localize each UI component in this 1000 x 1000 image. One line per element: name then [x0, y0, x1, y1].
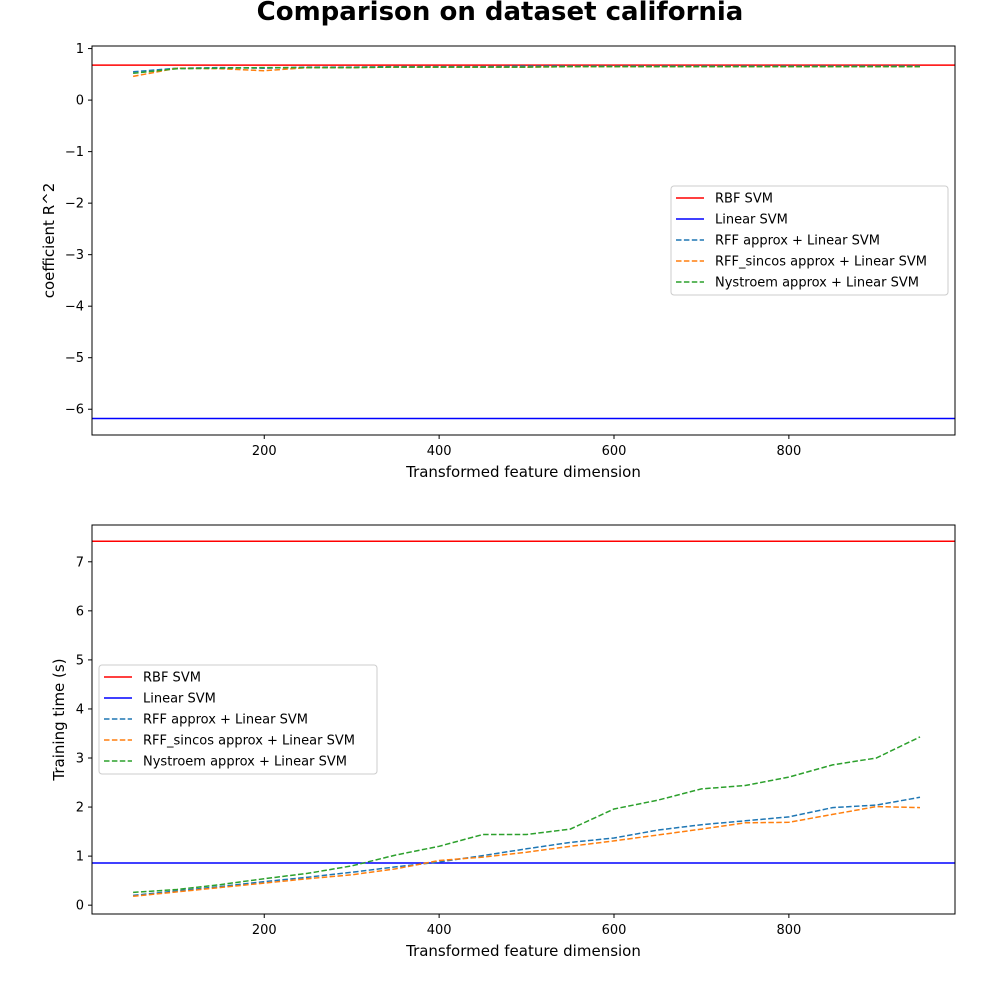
r2-y-tick-label: 1: [76, 42, 84, 57]
r2-y-axis-label: coefficient R^2: [40, 183, 58, 299]
time-legend-box: [98, 664, 378, 775]
r2-subplot: 200 400 600 800 1 0 −1 −2 −3 −4 −5 −6 Transformed fe…: [40, 42, 956, 481]
r2-y-tick-label: −1: [65, 145, 84, 160]
time-legend-label: Nystroem approx + Linear SVM: [143, 755, 347, 770]
r2-nystroem-approx-linear-svm-series: [133, 65, 920, 75]
r2-x-tick-label: 200: [252, 444, 277, 459]
r2-legend-label: RBF SVM: [715, 192, 773, 207]
time-axes-frame: [91, 524, 956, 915]
time-rff-sincos-approx-linear-svm-series: [133, 805, 921, 898]
time-y-tick-label: 1: [76, 850, 84, 865]
time-legend: RBF SVM Linear SVM RFF approx + Linear SVM…: [98, 664, 378, 775]
r2-legend-box: [670, 185, 949, 296]
r2-y-tick-label: −5: [65, 351, 84, 366]
time-legend-label: RBF SVM: [143, 671, 201, 686]
time-x-tick-label: 600: [602, 923, 627, 938]
time-x-tick-label: 400: [427, 923, 452, 938]
r2-y-tick-label: −4: [65, 300, 84, 315]
time-y-tick-label: 7: [76, 555, 84, 570]
r2-y-tick-label: 0: [76, 94, 84, 109]
r2-y-tick-label: −2: [65, 197, 84, 212]
r2-legend-label: RFF approx + Linear SVM: [715, 234, 880, 249]
r2-legend-label: RFF_sincos approx + Linear SVM: [715, 255, 927, 270]
time-legend-label: RFF approx + Linear SVM: [143, 713, 308, 728]
time-x-tick-label: 800: [776, 923, 801, 938]
time-legend-label: RFF_sincos approx + Linear SVM: [143, 734, 355, 749]
r2-axes-frame: [91, 45, 956, 436]
r2-legend-label: Linear SVM: [715, 213, 788, 228]
figure-title: Comparison on dataset california: [257, 0, 744, 27]
time-y-axis-label: Training time (s): [50, 658, 68, 781]
r2-x-tick-label: 400: [427, 444, 452, 459]
time-legend-label: Linear SVM: [143, 692, 216, 707]
time-y-tick-label: 0: [76, 899, 84, 914]
time-nystroem-approx-linear-svm-series: [133, 736, 921, 894]
time-y-tick-label: 2: [76, 801, 84, 816]
time-y-tick-label: 5: [76, 653, 84, 668]
time-y-tick-label: 6: [76, 604, 84, 619]
r2-legend: RBF SVM Linear SVM RFF approx + Linear SVM…: [670, 185, 949, 296]
r2-x-tick-label: 800: [776, 444, 801, 459]
r2-x-tick-label: 600: [602, 444, 627, 459]
training-time-subplot: 200 400 600 800 0 1 2 3 4 5 6 7 Transformed feature …: [50, 524, 956, 960]
r2-legend-label: Nystroem approx + Linear SVM: [715, 276, 919, 291]
time-x-tick-label: 200: [252, 923, 277, 938]
time-y-tick-label: 3: [76, 752, 84, 767]
time-x-axis-label: Transformed feature dimension: [405, 942, 641, 960]
time-rff-approx-linear-svm-series: [133, 796, 921, 897]
r2-x-axis-label: Transformed feature dimension: [405, 463, 641, 481]
r2-y-tick-label: −6: [65, 403, 84, 418]
time-y-tick-label: 4: [76, 702, 84, 717]
r2-y-tick-label: −3: [65, 248, 84, 263]
